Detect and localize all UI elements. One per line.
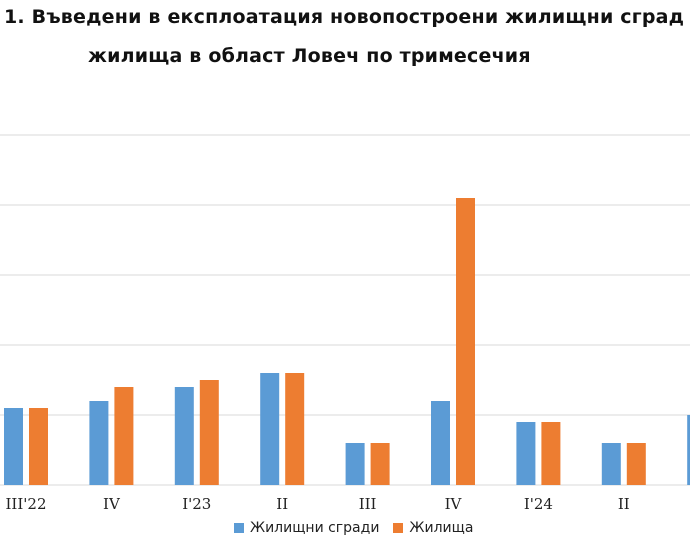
x-tick-label: IV — [445, 495, 463, 513]
bar-buildings-7 — [601, 443, 621, 485]
x-tick-label: I'23 — [182, 495, 211, 513]
x-tick-label: IV — [103, 495, 121, 513]
bar-buildings-6 — [516, 422, 536, 485]
legend-item-buildings: Жилищни сгради — [234, 520, 379, 536]
bar-buildings-1 — [89, 401, 109, 485]
bar-buildings-3 — [260, 373, 280, 485]
x-tick-label: III'22 — [6, 495, 47, 513]
x-tick-labels: III'22 IV I'23 II III IV I'24 II — [6, 495, 630, 513]
bar-buildings-8 — [687, 415, 690, 485]
bar-dwellings-2 — [199, 380, 219, 485]
bar-buildings-4 — [345, 443, 365, 485]
legend-item-dwellings: Жилища — [393, 520, 473, 536]
bars — [4, 198, 690, 485]
bar-dwellings-1 — [114, 387, 134, 485]
bar-dwellings-5 — [456, 198, 475, 485]
x-tick-label: II — [618, 495, 630, 513]
legend-label-buildings: Жилищни сгради — [250, 520, 380, 536]
x-tick-label: II — [276, 495, 288, 513]
bar-buildings-5 — [431, 401, 450, 485]
bar-buildings-2 — [174, 387, 194, 485]
bar-dwellings-4 — [370, 443, 390, 485]
legend-swatch-buildings — [234, 523, 244, 533]
legend-label-dwellings: Жилища — [409, 520, 474, 536]
bar-dwellings-6 — [541, 422, 561, 485]
bar-dwellings-7 — [626, 443, 646, 485]
chart-title-line-1: 1. Въведени в експлоатация новопостроени… — [4, 6, 685, 28]
bar-buildings-0 — [4, 408, 23, 485]
x-tick-label: I'24 — [524, 495, 553, 513]
legend: Жилищни сгради Жилища — [234, 520, 487, 536]
legend-swatch-dwellings — [393, 523, 404, 533]
bar-dwellings-3 — [285, 373, 305, 485]
chart-title-line-2: жилища в област Ловеч по тримесечия — [88, 45, 531, 67]
bar-dwellings-0 — [29, 408, 48, 485]
x-tick-label: III — [359, 495, 377, 513]
